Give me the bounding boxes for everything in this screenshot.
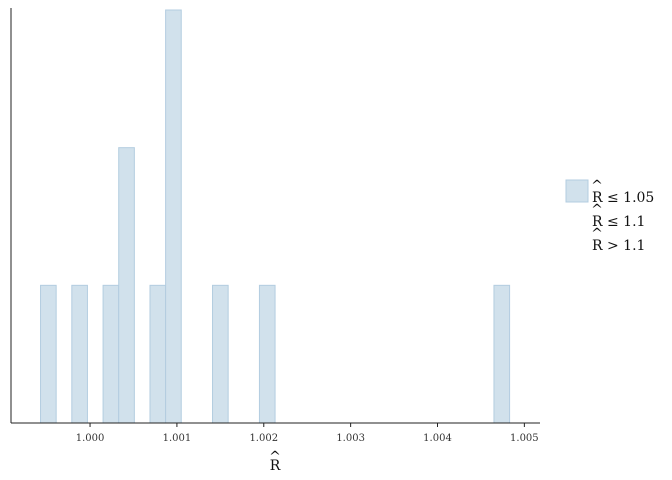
x-tick-label: 1.002	[249, 433, 278, 444]
histogram-bar	[71, 284, 88, 424]
histogram-bar	[118, 147, 135, 424]
x-tick-label: 1.004	[423, 433, 452, 444]
x-tick-label: 1.001	[163, 433, 192, 444]
legend-label: R ≤ 1.05	[592, 190, 654, 206]
histogram-bar	[493, 284, 511, 424]
x-ticks-group: 1.000 1.001 1.002 1.003 1.004 1.005	[76, 423, 539, 444]
x-axis-title-hat: ^	[269, 449, 281, 465]
histogram-bar	[40, 284, 57, 424]
legend-label: R > 1.1	[592, 238, 645, 254]
legend-label-hat: ^	[591, 202, 603, 218]
legend-swatch	[565, 179, 589, 203]
histogram-bar	[102, 284, 120, 424]
x-tick-label: 1.005	[510, 433, 539, 444]
x-axis-title-text: R	[270, 458, 281, 474]
x-axis-title: ^ R	[269, 449, 281, 474]
bars-group	[40, 9, 511, 424]
legend-label-hat: ^	[591, 226, 603, 242]
x-tick-label: 1.003	[336, 433, 365, 444]
histogram-bar	[258, 284, 276, 424]
histogram-bar	[212, 284, 229, 424]
histogram-bar	[149, 284, 167, 424]
x-tick-label: 1.000	[76, 433, 105, 444]
legend-label: R ≤ 1.1	[592, 214, 645, 230]
legend-label-hat: ^	[591, 178, 603, 194]
legend: ^R ≤ 1.05^R ≤ 1.1^R > 1.1	[565, 178, 654, 254]
histogram-bar	[165, 9, 182, 424]
